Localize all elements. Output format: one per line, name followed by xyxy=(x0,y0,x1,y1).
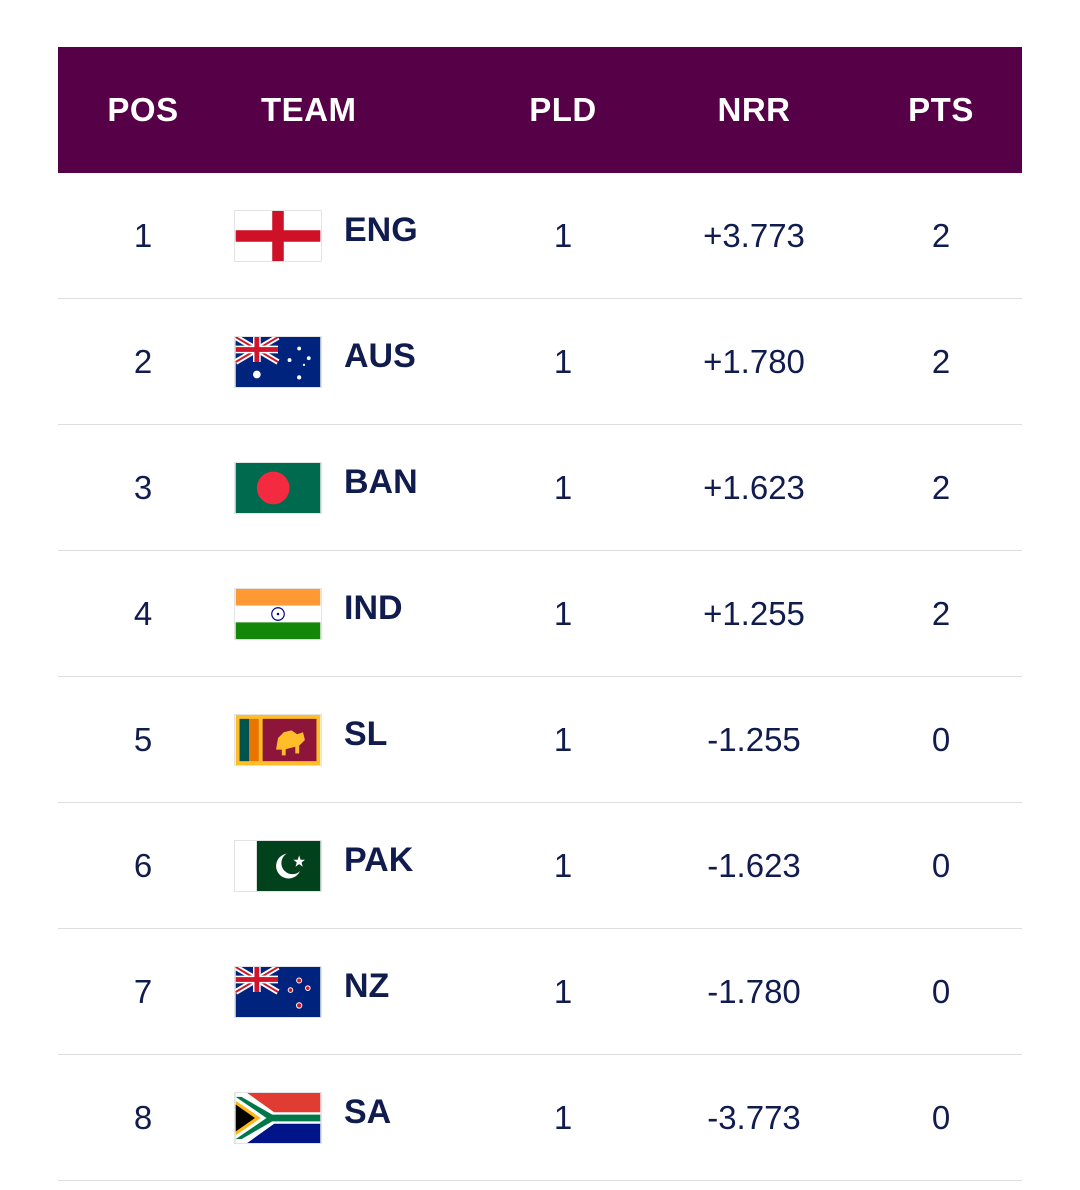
row-nrr: +3.773 xyxy=(703,216,805,254)
row-pos: 4 xyxy=(133,594,153,632)
team-abbr: SA xyxy=(344,1093,392,1131)
row-pld: 1 xyxy=(553,972,573,1010)
row-nrr: +1.623 xyxy=(703,468,805,506)
row-pld: 1 xyxy=(553,468,573,506)
team-abbr: NZ xyxy=(344,967,390,1005)
row-nrr: -1.780 xyxy=(707,972,801,1010)
row-pts: 2 xyxy=(931,594,951,632)
england-flag-icon xyxy=(234,209,322,262)
table-header: POS TEAM PLD NRR PTS xyxy=(58,47,1022,173)
row-pos: 1 xyxy=(133,216,153,254)
team-abbr: BAN xyxy=(344,463,418,501)
header-team[interactable]: TEAM xyxy=(261,91,357,128)
row-pts: 2 xyxy=(931,342,951,380)
row-pos: 5 xyxy=(133,720,153,758)
south-africa-flag-icon xyxy=(234,1091,322,1144)
row-team[interactable]: SA xyxy=(234,1091,392,1144)
header-pts[interactable]: PTS xyxy=(908,91,974,128)
table-row[interactable]: 4 IND 1 +1.255 2 xyxy=(58,551,1022,677)
row-pld: 1 xyxy=(553,1098,573,1136)
row-pld: 1 xyxy=(553,216,573,254)
australia-flag-icon xyxy=(234,335,322,388)
row-pts: 0 xyxy=(931,972,951,1010)
team-abbr: ENG xyxy=(344,211,418,249)
header-nrr[interactable]: NRR xyxy=(717,91,791,128)
row-team[interactable]: IND xyxy=(234,587,403,640)
row-nrr: -1.623 xyxy=(707,846,801,884)
header-pld[interactable]: PLD xyxy=(529,91,597,128)
row-team[interactable]: NZ xyxy=(234,965,390,1018)
standings-table: POS TEAM PLD NRR PTS 1 ENG 1 +3.773 2 2 xyxy=(58,47,1022,1181)
row-pos: 7 xyxy=(133,972,153,1010)
row-pts: 0 xyxy=(931,1098,951,1136)
table-row[interactable]: 8 SA 1 -3.773 0 xyxy=(58,1055,1022,1181)
team-abbr: AUS xyxy=(344,337,416,375)
row-pld: 1 xyxy=(553,720,573,758)
row-team[interactable]: BAN xyxy=(234,461,418,514)
row-pos: 3 xyxy=(133,468,153,506)
table-row[interactable]: 1 ENG 1 +3.773 2 xyxy=(58,173,1022,299)
row-pos: 6 xyxy=(133,846,153,884)
row-pos: 2 xyxy=(133,342,153,380)
pakistan-flag-icon xyxy=(234,839,322,892)
table-row[interactable]: 3 BAN 1 +1.623 2 xyxy=(58,425,1022,551)
row-pts: 2 xyxy=(931,216,951,254)
team-abbr: SL xyxy=(344,715,388,753)
row-nrr: +1.780 xyxy=(703,342,805,380)
row-pld: 1 xyxy=(553,342,573,380)
row-pts: 0 xyxy=(931,720,951,758)
row-team[interactable]: ENG xyxy=(234,209,418,262)
row-team[interactable]: PAK xyxy=(234,839,414,892)
team-abbr: PAK xyxy=(344,841,414,879)
india-flag-icon xyxy=(234,587,322,640)
row-pos: 8 xyxy=(133,1098,153,1136)
row-team[interactable]: SL xyxy=(234,713,388,766)
header-pos[interactable]: POS xyxy=(107,91,179,128)
row-pts: 0 xyxy=(931,846,951,884)
row-pld: 1 xyxy=(553,846,573,884)
row-pld: 1 xyxy=(553,594,573,632)
table-row[interactable]: 6 PAK 1 -1.623 0 xyxy=(58,803,1022,929)
team-abbr: IND xyxy=(344,589,403,627)
sri-lanka-flag-icon xyxy=(234,713,322,766)
table-row[interactable]: 5 SL 1 -1.255 0 xyxy=(58,677,1022,803)
row-team[interactable]: AUS xyxy=(234,335,416,388)
row-nrr: -1.255 xyxy=(707,720,801,758)
new-zealand-flag-icon xyxy=(234,965,322,1018)
bangladesh-flag-icon xyxy=(234,461,322,514)
table-row[interactable]: 7 xyxy=(58,929,1022,1055)
row-pts: 2 xyxy=(931,468,951,506)
row-nrr: -3.773 xyxy=(707,1098,801,1136)
row-nrr: +1.255 xyxy=(703,594,805,632)
table-row[interactable]: 2 xyxy=(58,299,1022,425)
